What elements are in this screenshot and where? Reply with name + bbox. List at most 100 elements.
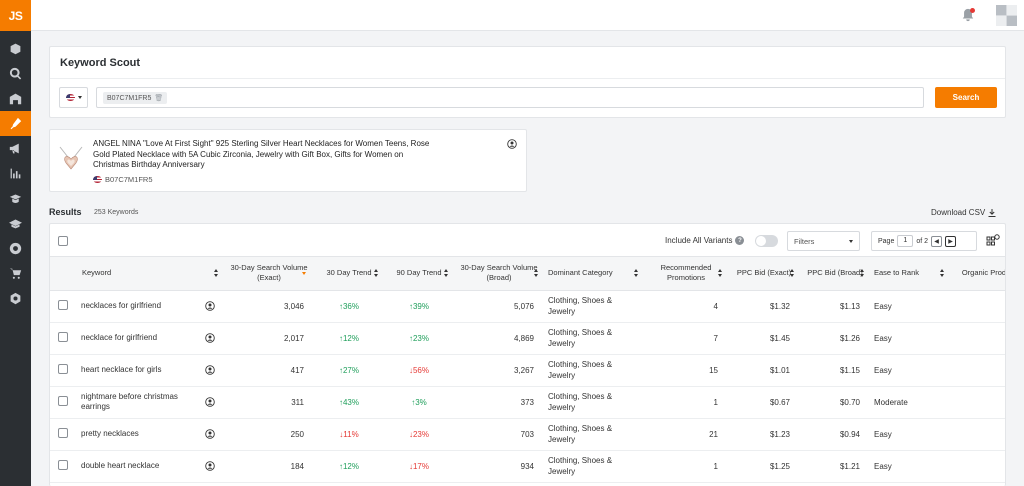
broad-volume-cell: 5,076 [513,301,534,311]
sidebar-item-academy[interactable] [0,186,31,211]
header-broad-volume[interactable]: 30-Day Search Volume (Broad) [454,257,544,291]
page-number-input[interactable]: 1 [897,235,914,247]
exact-volume-cell: 311 [291,397,304,407]
row-checkbox[interactable] [58,299,68,310]
table-row[interactable]: pretty necklaces 250 ↓11% ↓23% 703 Cloth… [50,418,1005,450]
broad-volume-cell: 3,267 [513,365,534,375]
help-icon[interactable]: ? [735,236,745,245]
header-ppc-bid-broad[interactable]: PPC Bid (Broad) [800,257,870,291]
keyword-cell[interactable]: heart necklace for girls [81,364,162,374]
sidebar-item-training[interactable] [0,211,31,236]
sidebar-item-supplier-database[interactable] [0,86,31,111]
trend-30-value: 27% [342,365,359,375]
user-circle-icon[interactable] [507,139,517,149]
row-checkbox[interactable] [58,395,68,406]
row-checkbox[interactable] [58,363,68,374]
ppc-exact-cell: $1.45 [769,333,790,343]
asin-chip[interactable]: B07C7M1FR5 🗑︎ [103,92,168,104]
academy-hat-icon [9,194,22,203]
sidebar-item-promotions[interactable] [0,136,31,161]
trash-icon[interactable]: 🗑︎ [154,95,164,102]
country-select[interactable] [59,87,88,108]
table-row[interactable]: double heart necklace 184 ↑12% ↓17% 934 … [50,450,1005,482]
keyword-info-cell [196,418,224,450]
keyword-cell[interactable]: nightmare before christmas earrings [81,391,178,412]
sort-desc-icon[interactable] [302,272,306,275]
header-exact-volume[interactable]: 30-Day Search Volume (Exact) [224,257,314,291]
sort-icon[interactable] [374,269,379,277]
arrow-down-icon: ↓ [408,365,413,375]
row-checkbox[interactable] [58,459,68,470]
avatar-icon[interactable] [996,5,1017,26]
keyword-cell[interactable]: pretty necklaces [81,428,139,438]
row-select-cell [50,290,78,322]
asin-search-input[interactable]: B07C7M1FR5 🗑︎ [96,87,924,108]
broad-volume-cell: 4,869 [513,333,534,343]
ppc-exact-cell: $1.25 [769,461,790,471]
keyword-cell[interactable]: double heart necklace [81,460,160,470]
arrow-down-icon: ↓ [408,429,413,439]
sidebar-item-keyword-tools[interactable] [0,111,31,136]
category-cell: Clothing, Shoes & Jewelry [548,424,613,444]
sort-icon[interactable] [860,269,865,277]
category-cell: Clothing, Shoes & Jewelry [548,296,613,316]
table-row[interactable]: nightmare before christmas earrings 311 … [50,386,1005,418]
user-circle-icon[interactable] [205,429,215,439]
search-button[interactable]: Search [935,87,997,108]
header-recommended-promotions[interactable]: Recommended Promotions [644,257,728,291]
category-cell: Clothing, Shoes & Jewelry [548,360,613,380]
sidebar-item-extension[interactable] [0,236,31,261]
sidebar-item-settings[interactable] [0,286,31,311]
filters-select[interactable]: Filters [787,231,860,251]
table-row[interactable]: necklaces for girlfriend 3,046 ↑36% ↑39%… [50,290,1005,322]
header-ppc-bid-exact[interactable]: PPC Bid (Exact) [728,257,800,291]
user-circle-icon[interactable] [205,365,215,375]
sort-icon[interactable] [634,269,639,277]
sidebar-item-sales-analytics[interactable] [0,161,31,186]
sort-icon[interactable] [718,269,723,277]
download-csv-link[interactable]: Download CSV [931,208,996,217]
bell-icon[interactable] [961,8,975,22]
page-label: Page [878,237,895,245]
column-settings-icon[interactable] [986,234,1000,248]
user-circle-icon[interactable] [205,461,215,471]
trend-90-cell: ↓17% [384,450,454,482]
header-organic-product-count[interactable]: Organic Product Count [950,257,1005,291]
user-circle-icon[interactable] [205,301,215,311]
trend-90-cell: ↓23% [384,418,454,450]
trend-30-value: 43% [342,397,359,407]
table-row[interactable]: heart necklace for girls 417 ↑27% ↓56% 3… [50,354,1005,386]
trend-90-cell: ↓56% [384,354,454,386]
ease-cell: Easy [874,333,892,343]
keyword-cell[interactable]: necklace for girlfriend [81,332,158,342]
header-ease-to-rank[interactable]: Ease to Rank [870,257,950,291]
sort-icon[interactable] [534,269,539,277]
user-circle-icon[interactable] [205,397,215,407]
row-checkbox[interactable] [58,331,68,342]
header-dominant-category[interactable]: Dominant Category [544,257,644,291]
user-circle-icon[interactable] [205,333,215,343]
header-30-day-trend[interactable]: 30 Day Trend [314,257,384,291]
prev-page-button[interactable]: ◀ [931,235,943,247]
sidebar-item-product-database[interactable] [0,36,31,61]
sidebar-item-product-tracker[interactable] [0,61,31,86]
sidebar: JS [0,0,31,486]
header-keyword[interactable]: Keyword [78,257,196,291]
include-variants-toggle[interactable] [755,235,778,247]
next-page-button[interactable]: ▶ [945,235,957,247]
sort-icon[interactable] [214,269,219,277]
keyword-cell[interactable]: necklaces for girlfriend [81,300,162,310]
row-checkbox[interactable] [58,427,68,438]
table-row[interactable]: necklace for girlfriend 2,017 ↑12% ↑23% … [50,322,1005,354]
sidebar-item-marketplace[interactable] [0,261,31,286]
header-keyword-sort[interactable] [196,257,224,291]
organic-count-cell: 9,000 [950,450,1005,482]
sort-icon[interactable] [790,269,795,277]
sort-icon[interactable] [940,269,945,277]
sort-icon[interactable] [444,269,449,277]
promotions-cell: 15 [709,365,718,375]
app-logo[interactable]: JS [0,0,31,31]
header-90-day-trend[interactable]: 90 Day Trend [384,257,454,291]
magnifier-icon [9,67,22,80]
select-all-checkbox[interactable] [58,236,68,246]
